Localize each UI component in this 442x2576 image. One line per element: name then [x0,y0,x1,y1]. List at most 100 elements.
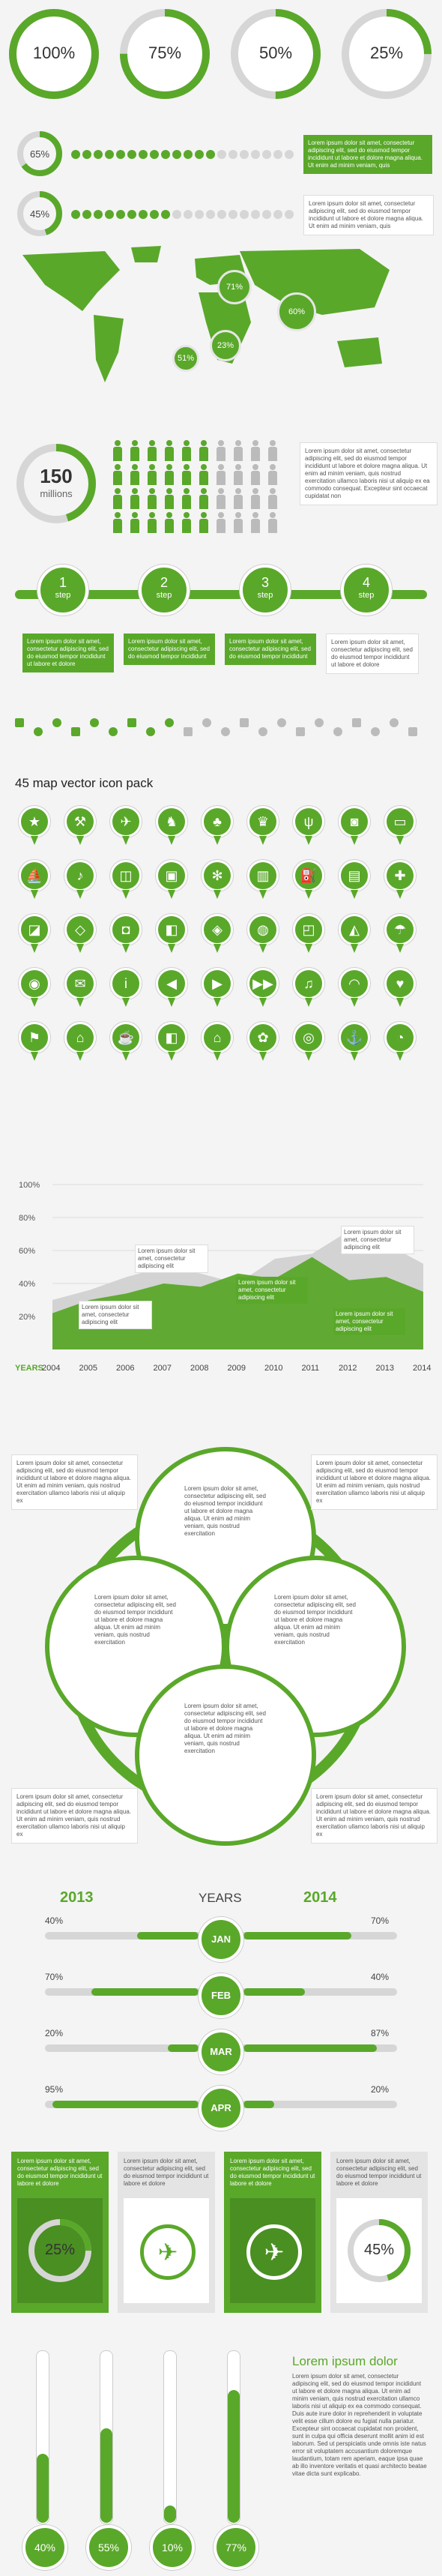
person-icon [233,440,243,461]
step-word: step [156,591,172,600]
left-bar [52,2101,199,2108]
y-tick: 20% [19,1313,35,1322]
person-icon [267,488,278,509]
person-icon [164,440,175,461]
y-tick: 100% [19,1181,40,1190]
anchor-icon: ⚓ [339,1022,370,1061]
progress-dot [116,210,125,219]
progress-dot [161,150,170,159]
marker-sample [15,718,24,727]
progress-ring-fill [17,131,62,176]
right-bar [243,2101,274,2108]
left-value: 20% [45,2028,64,2038]
step-circle: 4 step [341,565,392,616]
marker-sample [202,718,211,727]
marker-sample [127,718,136,727]
people-unit: millions [40,488,73,499]
progress-dot [217,150,226,159]
progress-dot [127,210,136,219]
tube-label: 40% [34,2542,56,2554]
month-label: FEB [211,1990,231,2001]
continent-south-america [94,315,124,382]
ring-fill [342,9,432,99]
person-icon [250,464,261,485]
tube-track [163,2350,177,2524]
card-text: Lorem ipsum dolor sit amet, consectetur … [230,2158,315,2187]
y-tick: 40% [19,1280,35,1289]
left-value: 40% [45,1916,64,1926]
month-badge: JAN [199,1917,243,1962]
step-number: 1 [58,575,67,590]
chart-callout: Lorem ipsum dolor sit amet, consectetur … [333,1308,405,1335]
cart2-icon: ◧ [156,1022,187,1061]
ring-label: 75% [148,43,182,62]
people-number: 150 [40,465,73,487]
progress-dot [240,210,249,219]
swot-circle-text: Lorem ipsum dolor sit amet, consectetur … [184,1485,266,1537]
lock-icon: ◘ [110,914,142,953]
info-card: Lorem ipsum dolor sit amet, consectetur … [224,2152,321,2313]
tube-bulb: 55% [86,2525,131,2570]
tube-bulb: 10% [150,2525,195,2570]
right-value: 87% [371,2028,390,2038]
x-tick: 2012 [339,1364,357,1373]
chart-callout: Lorem ipsum dolor sit amet, consectetur … [135,1245,208,1273]
right-value: 40% [371,1972,390,1982]
wheel-icon: ✻ [202,860,233,899]
rings-svg [9,9,432,99]
person-icon [233,464,243,485]
month-label: MAR [210,2046,232,2057]
marker-sample [109,727,118,736]
map-badge: 71% [217,270,252,304]
step-word: step [257,591,273,600]
person-icon [147,440,157,461]
tubes-text: Lorem ipsum dolor sit amet, consectetur … [292,2373,427,2477]
step-number: 2 [160,575,168,590]
cards-section: Lorem ipsum dolor sit amet, consectetur … [0,2152,442,2317]
steps-line [15,590,427,599]
bus-icon: ▣ [156,860,187,899]
step-word: step [55,591,71,600]
person-icon [216,440,226,461]
progress-dot [150,210,159,219]
x-tick: 2011 [302,1364,320,1373]
ring-bg [237,15,315,93]
swot-circle-text: Lorem ipsum dolor sit amet, consectetur … [274,1594,356,1646]
ring-label: 25% [369,43,404,62]
ring-fill [231,9,321,99]
info-icon: i [110,968,142,1007]
progress-ring [17,131,62,176]
people-ring: 150 millions [15,442,97,525]
continent-australia [337,337,382,367]
swot-corner-text: Lorem ipsum dolor sit amet, consectetur … [311,1788,438,1844]
camera-icon: ◙ [339,806,370,845]
progress-dot [273,210,282,219]
person-icon [181,464,192,485]
music-icon: ♫ [293,968,324,1007]
years-compare: 2013 YEARS 2014 40% 70% JAN 70% 40% FEB 20% 87%… [0,1889,442,2182]
person-icon [199,512,209,533]
month-badge: APR [199,2086,243,2131]
progress-dot [228,150,237,159]
tube-bulb: 40% [22,2525,67,2570]
tube-fill [37,2454,49,2523]
progress-text: Lorem ipsum dolor sit amet, consectetur … [303,195,434,235]
progress-label: 65% [29,148,50,160]
x-axis-label: YEARS [15,1364,43,1373]
step-word: step [358,591,375,600]
marker-sample [34,727,43,736]
progress-dot [251,210,260,219]
progress-dot [184,150,193,159]
ring-label: 50% [258,43,293,62]
person-icon [147,464,157,485]
progress-dot [161,210,170,219]
person-icon [147,488,157,509]
swot-section: SWOTLorem ipsum dolor sit amet, consecte… [0,1439,442,1874]
home-icon: ⌂ [64,1022,96,1061]
progress-dot [206,150,215,159]
swot-corner-text: Lorem ipsum dolor sit amet, consectetur … [11,1454,138,1510]
tube-fill [228,2389,240,2523]
right-bar [243,2044,378,2052]
progress-dot [285,210,294,219]
x-tick: 2010 [264,1364,282,1373]
